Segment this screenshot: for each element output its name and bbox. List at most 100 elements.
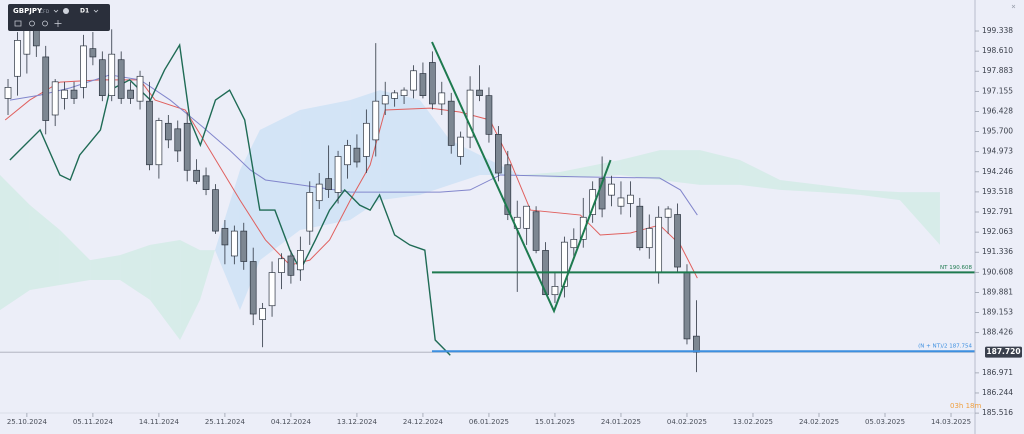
candle-body <box>51 81 59 116</box>
candle-body <box>240 230 248 262</box>
x-tick-label: 24.01.2025 <box>601 418 641 426</box>
instrument-type: CFD <box>40 9 50 15</box>
candle-body <box>259 308 266 320</box>
chart-type-icon[interactable] <box>14 20 22 27</box>
x-tick-label: 04.02.2025 <box>667 418 707 426</box>
cloud-segment <box>200 250 216 300</box>
candle-body <box>608 183 615 196</box>
candle-body <box>334 156 342 193</box>
y-tick-label: 192.063 <box>982 227 1013 236</box>
candle-body <box>344 145 351 166</box>
candle-body <box>561 241 568 287</box>
candle-body <box>61 89 68 99</box>
candle-body <box>230 230 238 257</box>
cloud-segment <box>59 229 91 286</box>
candle-body <box>410 70 417 91</box>
candle-body <box>570 239 578 249</box>
candle-body <box>683 272 691 340</box>
x-tick-label: 06.01.2025 <box>469 418 509 426</box>
x-tick-label: 04.12.2024 <box>271 418 312 426</box>
x-tick-label: 13.02.2025 <box>733 418 773 426</box>
candle-body <box>278 258 285 273</box>
cloud-segment <box>380 90 421 201</box>
dropdown-arrow[interactable] <box>93 9 99 13</box>
countdown: 03h 18m <box>950 402 981 410</box>
x-tick-label: 25.10.2024 <box>7 418 48 426</box>
candle-body <box>429 62 436 105</box>
zoom-out-icon[interactable] <box>42 20 48 27</box>
indicator-line <box>9 43 451 356</box>
candle-body <box>485 95 493 135</box>
cloud-segment <box>780 179 821 193</box>
candle-body <box>164 122 172 141</box>
cloud-segment <box>899 192 940 245</box>
candle-body <box>70 89 78 99</box>
x-tick-label: 13.12.2024 <box>337 418 378 426</box>
cloud-segment <box>660 150 700 185</box>
cloud-segment <box>420 100 450 195</box>
candle-body <box>117 59 125 99</box>
candle-body <box>495 133 502 174</box>
y-tick-label: 190.608 <box>982 267 1013 276</box>
candle-body <box>419 73 427 96</box>
candle-body <box>532 211 540 251</box>
x-tick-label: 14.03.2025 <box>931 418 971 426</box>
candle-body <box>655 216 663 273</box>
candle-body <box>268 272 276 307</box>
candle-body <box>193 169 200 182</box>
y-tick-label: 189.881 <box>982 287 1013 296</box>
candle-body <box>627 194 634 204</box>
candle-body <box>645 227 653 249</box>
candle-body <box>598 178 606 210</box>
y-tick-label: 186.971 <box>982 368 1013 377</box>
candle-body <box>381 95 389 105</box>
candle-body <box>212 189 219 232</box>
candle-body <box>363 122 370 157</box>
candle-body <box>174 128 182 152</box>
x-tick-label: 05.11.2024 <box>73 418 114 426</box>
last-price-label: 187.720 <box>986 347 1020 356</box>
info-icon[interactable] <box>63 8 69 14</box>
candle-body <box>372 100 380 141</box>
cloud-segment <box>150 239 181 341</box>
y-tick-label: 196.428 <box>982 106 1013 115</box>
cloud-segment <box>820 184 861 195</box>
candle-body <box>315 183 323 202</box>
candle-body <box>80 45 87 88</box>
plot-area <box>0 7 975 373</box>
y-tick-label: 199.338 <box>982 26 1013 35</box>
x-tick-label: 05.03.2025 <box>865 418 905 426</box>
y-tick-label: 192.791 <box>982 207 1013 216</box>
candle-body <box>438 92 446 105</box>
toolbar[interactable]: GBPJPY CFD D1 <box>8 4 110 31</box>
y-tick-label: 198.610 <box>982 46 1013 55</box>
move-icon[interactable] <box>54 20 62 27</box>
candle-body <box>136 75 144 102</box>
level-label: NT 190.608 <box>940 265 972 271</box>
cloud-segment <box>0 174 30 311</box>
zoom-in-icon[interactable] <box>29 20 35 27</box>
candle-body <box>202 175 210 190</box>
candle-body <box>664 208 672 218</box>
dropdown-arrow[interactable] <box>53 9 59 13</box>
candle-body <box>221 227 229 246</box>
candle-body <box>617 197 625 207</box>
symbol[interactable]: GBPJPY <box>13 7 43 15</box>
cloud-segment <box>620 150 661 180</box>
y-tick-label: 185.516 <box>982 408 1013 417</box>
y-tick-label: 194.246 <box>982 167 1013 176</box>
timeframe[interactable]: D1 <box>80 8 89 15</box>
x-tick-label: 25.11.2024 <box>205 418 246 426</box>
close-icon[interactable] <box>1011 4 1016 9</box>
y-tick-label: 197.155 <box>982 86 1013 95</box>
candle-body <box>287 255 295 276</box>
candle-body <box>476 89 483 96</box>
cloud-segment <box>259 110 301 261</box>
candle-body <box>127 89 134 99</box>
toolbar-panel <box>8 4 110 31</box>
cloud-segment <box>739 160 781 190</box>
candle-body <box>42 56 50 121</box>
candle-body <box>447 100 455 146</box>
last-price-box <box>985 346 1022 358</box>
candle-body <box>523 205 531 229</box>
